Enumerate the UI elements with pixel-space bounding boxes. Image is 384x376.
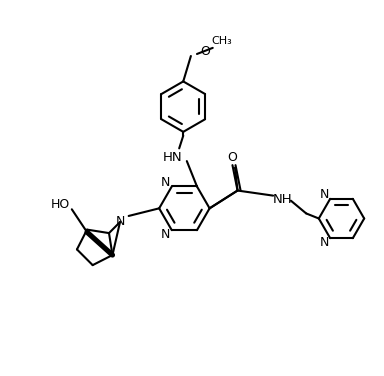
Text: N: N: [115, 215, 125, 227]
Text: CH₃: CH₃: [211, 36, 232, 46]
Text: N: N: [161, 176, 170, 189]
Text: NH: NH: [273, 193, 292, 206]
Text: O: O: [200, 45, 210, 58]
Text: O: O: [228, 151, 237, 164]
Text: HO: HO: [51, 198, 70, 211]
Text: N: N: [161, 228, 170, 241]
Text: HN: HN: [163, 151, 182, 164]
Text: N: N: [319, 188, 329, 201]
Text: N: N: [319, 236, 329, 249]
